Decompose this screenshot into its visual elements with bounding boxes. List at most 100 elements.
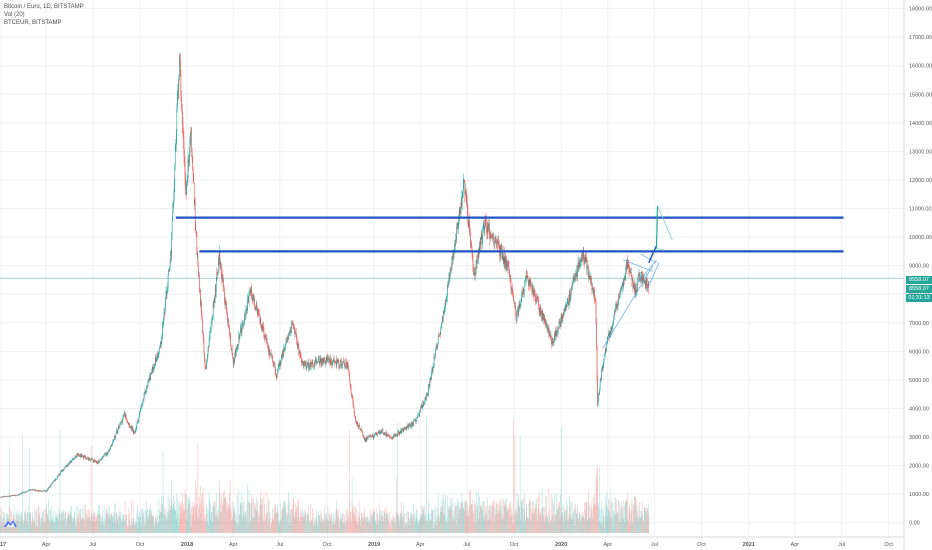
volume-bar (457, 506, 458, 533)
projection-diagonal[interactable] (657, 205, 673, 241)
volume-bar (162, 451, 164, 533)
candle-body (640, 277, 641, 279)
candle-body (271, 353, 272, 357)
volume-bar (482, 509, 484, 533)
candle-body (3, 496, 4, 497)
candle-body (394, 434, 395, 436)
projection-base[interactable] (656, 248, 665, 251)
candle-body (634, 284, 636, 293)
volume-bar (184, 510, 185, 533)
candle-body (482, 229, 484, 238)
candle-body (153, 366, 155, 367)
candle-body (227, 319, 229, 322)
candle-body (564, 308, 566, 310)
volume-bar (583, 516, 585, 533)
volume-bar (465, 499, 467, 533)
candle-body (264, 337, 265, 338)
volume-bar (67, 511, 69, 533)
volume-bar (0, 515, 1, 533)
candle-body (150, 373, 152, 374)
volume-bar (371, 514, 372, 533)
candle-body (377, 432, 378, 436)
volume-bar (627, 524, 629, 533)
volume-bar (452, 502, 454, 533)
volume-bar (206, 505, 207, 533)
candle-body (434, 356, 436, 358)
candle-body (608, 333, 610, 337)
candle-body (177, 96, 178, 109)
volume-bar (237, 524, 239, 533)
candle-body (475, 272, 476, 274)
volume-indicator-label[interactable]: Vol (20) (4, 12, 25, 18)
volume-bar (461, 501, 463, 533)
candle-body (432, 367, 433, 372)
volume-bar (190, 526, 192, 533)
volume-bar (600, 521, 601, 533)
candle-body (335, 362, 336, 363)
candle-body (174, 165, 176, 185)
volume-bar (34, 521, 35, 533)
triangle-trendline[interactable] (632, 259, 657, 289)
candle-body (57, 475, 59, 477)
candle-body (188, 157, 190, 163)
candle-body (378, 430, 380, 434)
volume-bar (338, 509, 340, 533)
candle-body (560, 320, 561, 328)
volume-bar (37, 506, 39, 533)
candle-body (266, 338, 267, 341)
candle-body (187, 178, 188, 180)
candle-body (373, 436, 374, 438)
volume-bar (282, 508, 283, 533)
candle-body (354, 416, 356, 419)
candle-body (104, 454, 105, 455)
trend-drawings[interactable] (175, 205, 844, 349)
triangle-trendline[interactable] (640, 253, 657, 264)
volume-bar (337, 517, 339, 533)
candle-body (436, 346, 437, 347)
candle-body (496, 242, 497, 244)
x-tick-label: 2020 (555, 542, 567, 548)
target-projection[interactable] (655, 205, 659, 249)
candle-body (130, 425, 132, 427)
candle-body (514, 302, 516, 306)
candle-body (116, 430, 118, 432)
volume-bar (578, 518, 579, 533)
candle-body (8, 495, 10, 497)
candle-body (243, 322, 244, 325)
volume-bar (544, 521, 546, 533)
tradingview-logo-icon[interactable] (4, 519, 17, 528)
volume-bar (321, 516, 323, 533)
candle-body (213, 298, 215, 305)
volume-bar (342, 513, 343, 533)
candle-body (173, 196, 175, 205)
volume-bar (248, 490, 250, 533)
candle-body (112, 441, 114, 443)
volume-bar (163, 495, 164, 533)
candle-body (175, 145, 177, 152)
volume-bar (346, 507, 348, 533)
volume-bar (382, 516, 384, 533)
breakout-arrow[interactable] (648, 245, 658, 264)
volume-bar (278, 520, 280, 533)
candle-body (106, 452, 107, 456)
volume-bar (268, 501, 270, 533)
volume-bar (46, 504, 47, 533)
volume-bar (38, 517, 40, 533)
candle-body (223, 279, 224, 287)
volume-bar (454, 502, 456, 533)
candle-body (91, 458, 93, 460)
compare-symbol-label[interactable]: BTCEUR, BITSTAMP (4, 20, 62, 26)
candle-body (9, 495, 11, 497)
triangle-trendline[interactable] (623, 259, 654, 272)
candle-body (370, 436, 372, 438)
candle-body (98, 460, 99, 464)
candle-body (589, 275, 591, 278)
candle-body (420, 407, 422, 412)
triangle-trendline[interactable] (645, 262, 660, 292)
candle-body (157, 356, 159, 358)
volume-bar (564, 507, 566, 533)
volume-bar (65, 510, 66, 533)
triangle-trendline[interactable] (602, 265, 654, 349)
volume-bar (537, 520, 538, 533)
